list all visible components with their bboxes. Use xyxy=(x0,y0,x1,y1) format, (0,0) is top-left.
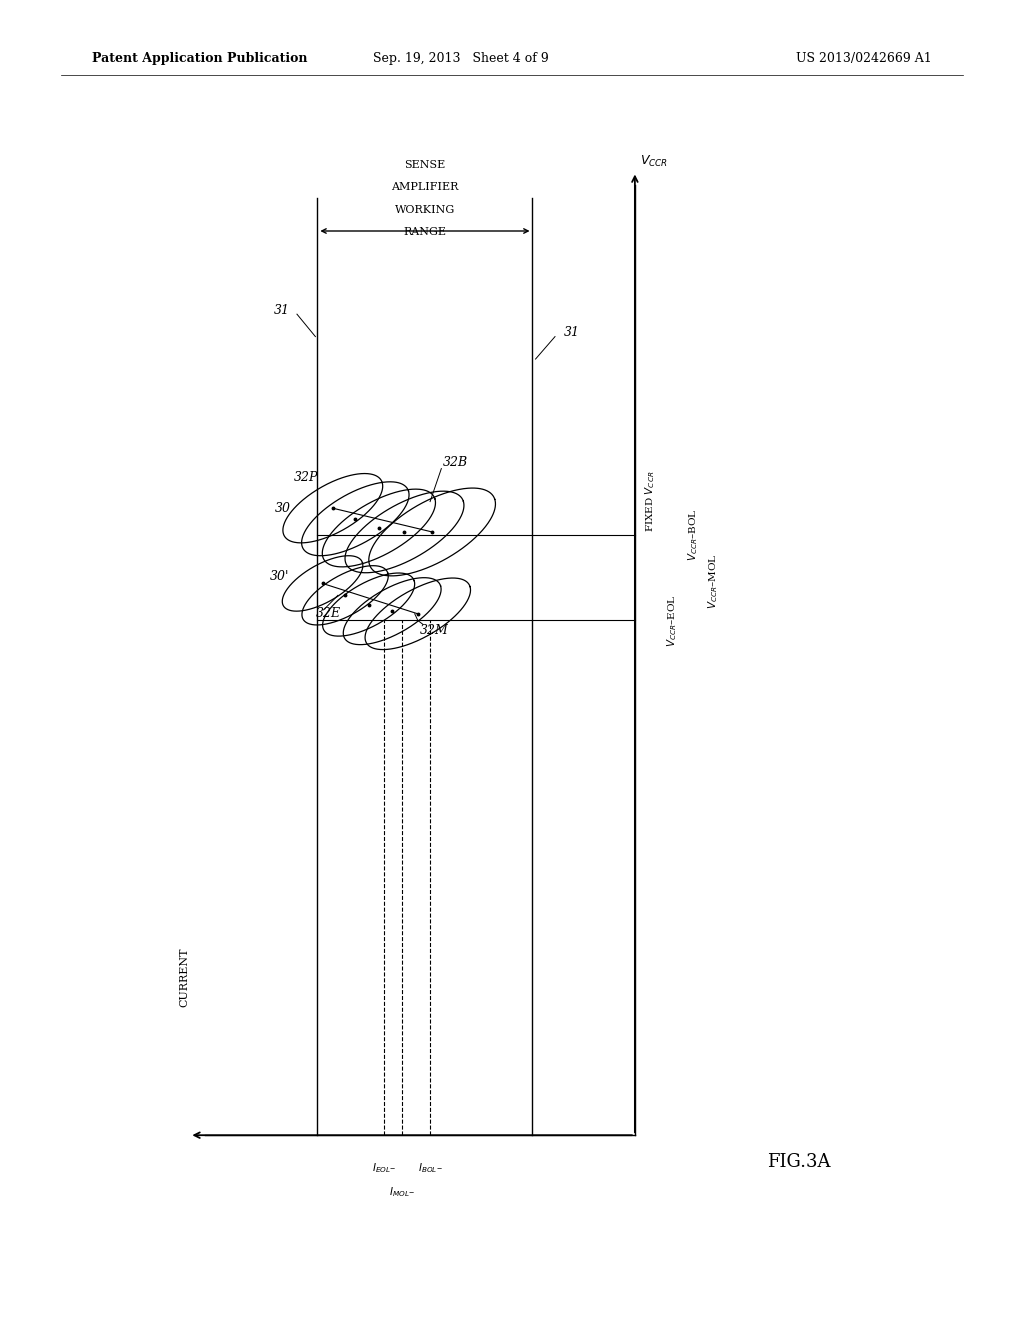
Text: WORKING: WORKING xyxy=(395,205,455,215)
Text: 31: 31 xyxy=(273,304,290,317)
Text: $I_{BOL}$–: $I_{BOL}$– xyxy=(418,1162,442,1175)
Text: $V_{CCR}$–BOL: $V_{CCR}$–BOL xyxy=(686,508,699,561)
Text: 32B: 32B xyxy=(442,455,468,469)
Text: $V_{CCR}$: $V_{CCR}$ xyxy=(640,154,668,169)
Text: 32P: 32P xyxy=(294,471,318,484)
Text: CURRENT: CURRENT xyxy=(179,946,189,1007)
Text: $V_{CCR}$–MOL: $V_{CCR}$–MOL xyxy=(707,553,720,609)
Text: SENSE: SENSE xyxy=(404,160,445,170)
Text: $I_{MOL}$–: $I_{MOL}$– xyxy=(389,1185,416,1199)
Text: Sep. 19, 2013   Sheet 4 of 9: Sep. 19, 2013 Sheet 4 of 9 xyxy=(373,51,549,65)
Text: FIXED $V_{CCR}$: FIXED $V_{CCR}$ xyxy=(643,470,656,532)
Text: FIG.3A: FIG.3A xyxy=(767,1152,830,1171)
Text: Patent Application Publication: Patent Application Publication xyxy=(92,51,307,65)
Text: AMPLIFIER: AMPLIFIER xyxy=(391,182,459,193)
Text: $V_{CCR}$–EOL: $V_{CCR}$–EOL xyxy=(666,594,679,647)
Text: RANGE: RANGE xyxy=(403,227,446,238)
Text: $I_{EOL}$–: $I_{EOL}$– xyxy=(372,1162,396,1175)
Text: US 2013/0242669 A1: US 2013/0242669 A1 xyxy=(796,51,932,65)
Text: 31: 31 xyxy=(563,326,580,339)
Text: 32E: 32E xyxy=(315,607,341,620)
Text: 32M: 32M xyxy=(420,624,449,638)
Text: 30': 30' xyxy=(269,570,289,583)
Text: 30: 30 xyxy=(274,502,291,515)
